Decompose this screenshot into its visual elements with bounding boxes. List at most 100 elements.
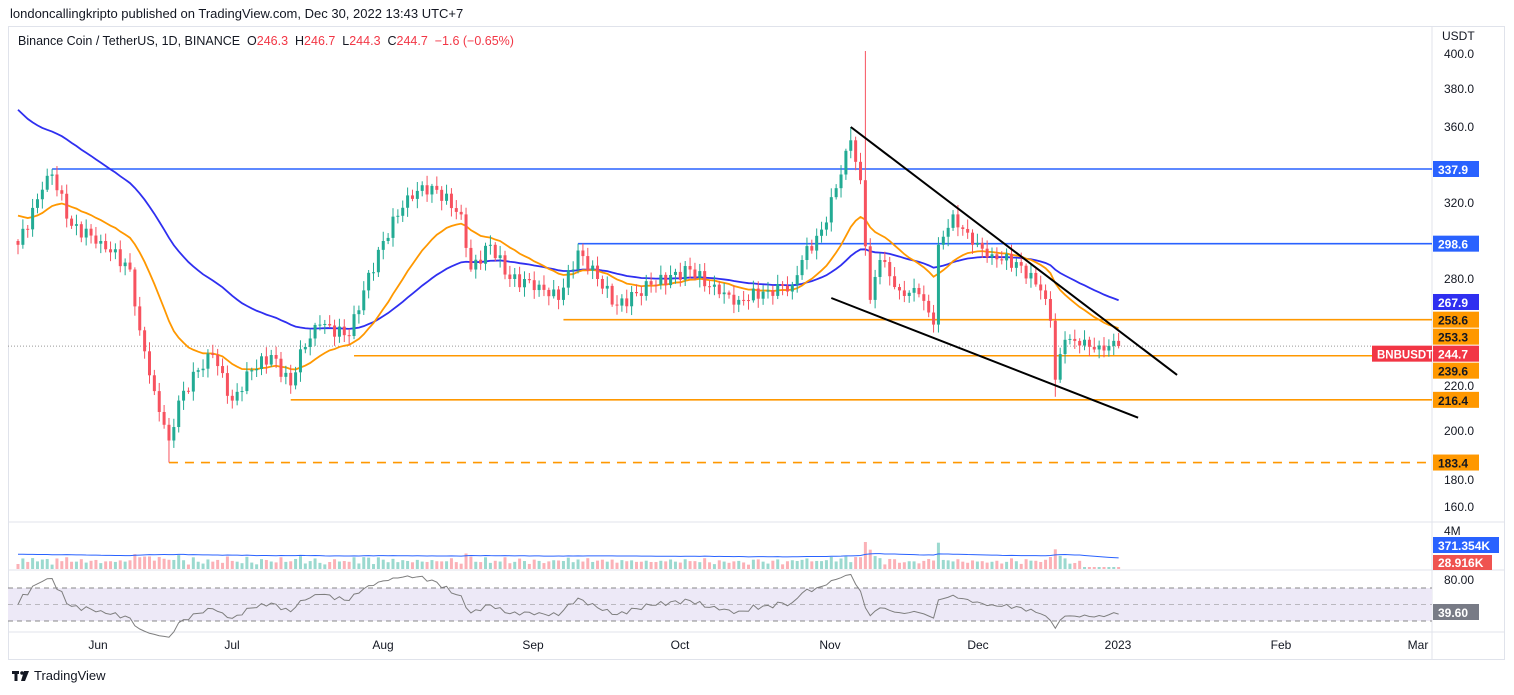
volume-bar — [35, 561, 39, 569]
volume-bar — [1019, 563, 1023, 569]
x-tick-label: Jul — [224, 638, 239, 652]
candle-body — [508, 274, 512, 279]
candle-body — [70, 218, 74, 226]
candle-body — [644, 281, 648, 296]
y-tick-label: 400.0 — [1444, 47, 1474, 61]
volume-bar — [795, 561, 799, 569]
x-tick-label: Aug — [372, 638, 393, 652]
candle-body — [435, 185, 439, 190]
volume-bar — [532, 559, 536, 569]
candle-body — [605, 285, 609, 289]
volume-bar — [147, 556, 151, 569]
volume-bar — [1068, 563, 1072, 569]
volume-bar — [1029, 560, 1033, 569]
low-label: L — [342, 34, 350, 48]
level-price-badge-bg — [1433, 454, 1479, 471]
volume-bar — [824, 560, 828, 569]
volume-bar — [576, 559, 580, 569]
candle-body — [688, 266, 692, 270]
candle-body — [1087, 339, 1091, 347]
volume-bar — [74, 561, 78, 569]
volume-bar — [527, 563, 531, 569]
candle-body — [406, 195, 410, 208]
volume-bar — [596, 560, 600, 569]
candle-body — [196, 370, 200, 372]
candle-body — [372, 272, 376, 274]
volume-bar — [683, 559, 687, 569]
volume-bar — [873, 556, 877, 569]
volume-axis-label: 4M — [1444, 524, 1461, 538]
candle-body — [445, 193, 449, 201]
volume-bar — [118, 560, 122, 569]
volume-bar — [615, 562, 619, 569]
volume-bar — [230, 560, 234, 569]
candle-body — [484, 245, 488, 264]
candle-body — [328, 323, 332, 326]
candle-body — [596, 265, 600, 279]
volume-bar — [104, 561, 108, 569]
candle-body — [245, 371, 249, 392]
candle-body — [1097, 345, 1101, 350]
volume-bar — [167, 559, 171, 569]
candle-body — [844, 150, 848, 175]
x-tick-label: Mar — [1408, 638, 1429, 652]
candle-body — [693, 269, 697, 279]
volume-bar — [785, 561, 789, 569]
volume-bar — [435, 561, 439, 569]
candle-body — [547, 289, 551, 297]
candle-body — [995, 254, 999, 260]
rsi-badge: 39.60 — [1438, 606, 1468, 620]
volume-bar — [367, 557, 371, 569]
candle-body — [264, 356, 268, 365]
volume-bar — [162, 558, 166, 569]
volume-bar — [1092, 567, 1096, 569]
volume-bar — [323, 564, 327, 569]
volume-bar — [927, 559, 931, 569]
candle-body — [747, 300, 750, 302]
candle-body — [532, 280, 536, 291]
volume-bar — [352, 557, 356, 569]
candle-body — [839, 174, 843, 189]
candle-body — [381, 241, 385, 250]
candle-body — [143, 330, 147, 352]
level-price-badge-bg — [1433, 235, 1479, 252]
open-label: O — [247, 34, 257, 48]
candle-body — [878, 260, 882, 277]
volume-bar — [630, 560, 634, 569]
volume-bar — [186, 564, 190, 569]
chart-frame — [8, 26, 1505, 660]
candle-body — [834, 188, 838, 198]
candle-body — [717, 284, 721, 295]
volume-bar — [308, 561, 312, 569]
volume-ma-line — [17, 553, 1119, 559]
volume-bar — [279, 557, 283, 569]
volume-bar — [673, 561, 677, 569]
volume-bar — [65, 557, 69, 569]
footer-brand[interactable]: TradingView — [12, 668, 106, 683]
volume-bar — [971, 560, 975, 569]
candle-body — [620, 298, 624, 306]
volume-bar — [240, 563, 244, 569]
volume-bar — [844, 556, 848, 569]
volume-bar — [941, 559, 945, 569]
candle-body — [854, 140, 858, 162]
ma-price-badge: 253.3 — [1438, 331, 1468, 345]
volume-bar — [591, 561, 595, 569]
candle-body — [975, 242, 979, 245]
volume-bar — [152, 560, 156, 569]
candle-body — [255, 368, 259, 371]
volume-bar — [712, 564, 716, 569]
volume-bar — [45, 559, 49, 569]
candle-body — [65, 193, 69, 219]
volume-bar — [1073, 562, 1077, 569]
candle-body — [751, 288, 755, 301]
volume-bar — [815, 560, 819, 569]
volume-bar — [143, 556, 147, 569]
volume-bar — [932, 560, 936, 569]
candle-body — [503, 255, 507, 275]
volume-bar — [907, 561, 911, 569]
volume-bar — [70, 561, 74, 569]
volume-bar — [225, 556, 229, 569]
volume-bar — [84, 562, 88, 569]
